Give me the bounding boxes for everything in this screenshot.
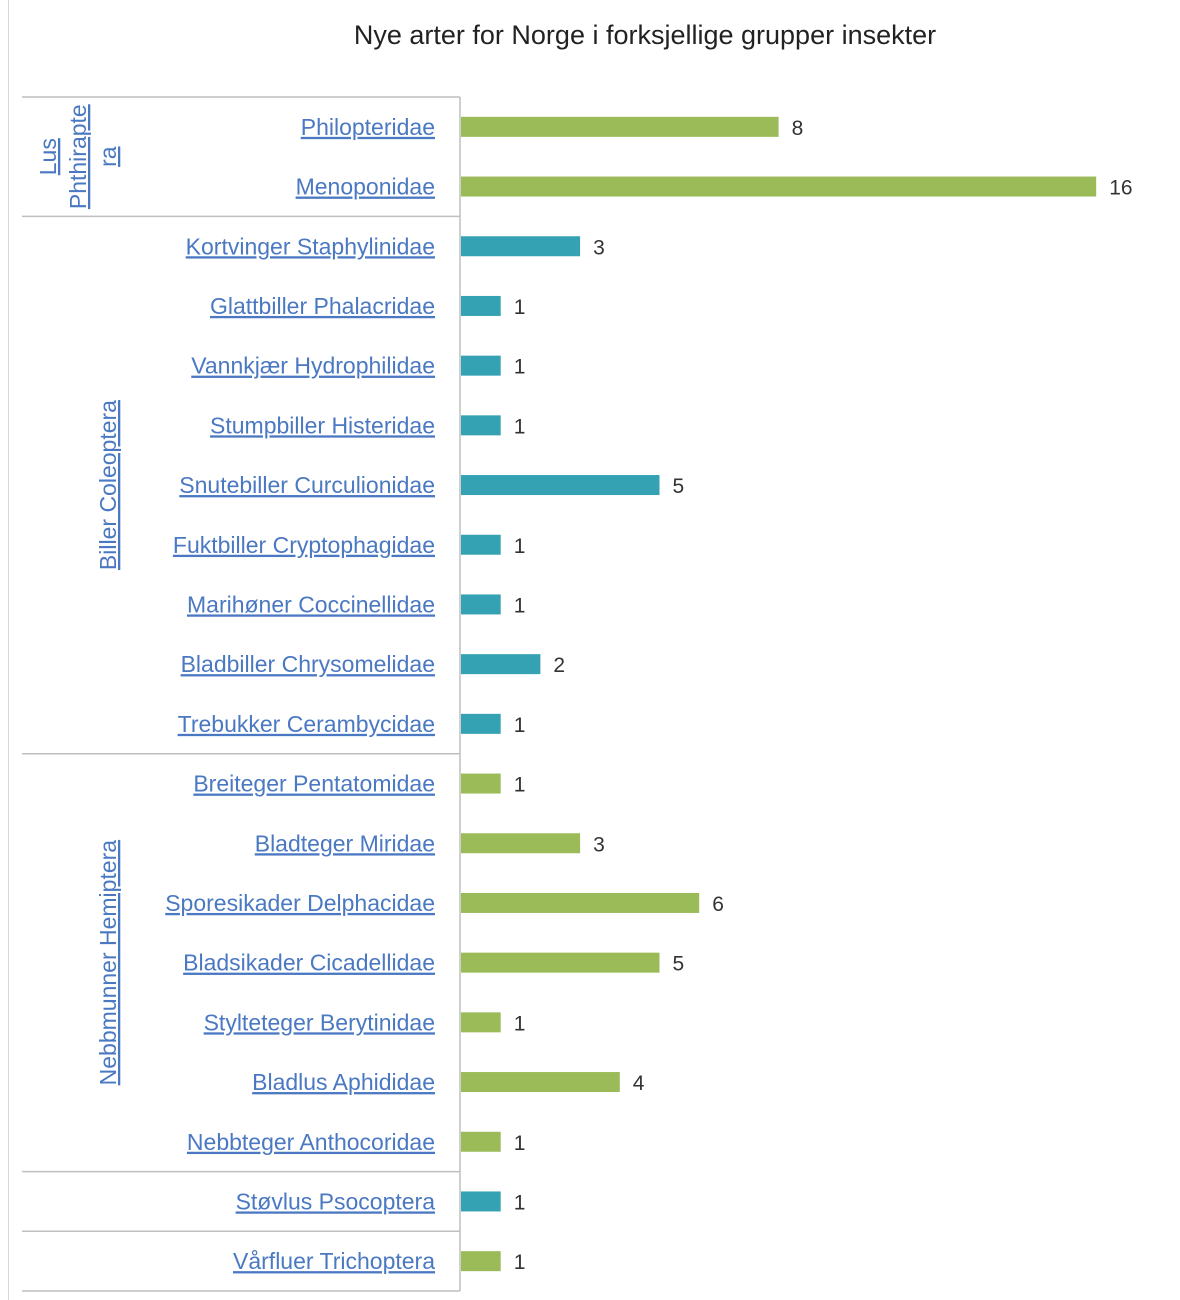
category-label: Nebbteger Anthocoridae <box>187 1129 435 1155</box>
category-label: Kortvinger Staphylinidae <box>186 233 435 259</box>
bar <box>461 594 501 615</box>
category-label: Bladsikader Cicadellidae <box>183 950 435 976</box>
bar <box>461 236 581 257</box>
group-label: Nebbmunner Hemiptera <box>95 840 121 1086</box>
bar <box>461 833 581 854</box>
category-label: Bladteger Miridae <box>255 830 435 856</box>
data-label: 1 <box>514 535 526 558</box>
category-label: Stumpbiller Histeridae <box>210 412 435 438</box>
category-label: Sporesikader Delphacidae <box>165 890 435 916</box>
data-label: 1 <box>514 594 526 617</box>
category-label: Trebukker Cerambycidae <box>178 711 435 737</box>
bar <box>461 892 700 913</box>
data-label: 5 <box>673 475 685 498</box>
left-border-line <box>8 0 9 1300</box>
category-label: Marihøner Coccinellidae <box>187 591 435 617</box>
category-label: Støvlus Psocoptera <box>236 1188 436 1214</box>
group-label: Lus <box>35 138 61 175</box>
data-label: 2 <box>553 654 565 677</box>
data-label: 1 <box>514 356 526 379</box>
chart-title: Nye arter for Norge i forksjellige grupp… <box>354 20 936 50</box>
data-label: 3 <box>593 236 605 259</box>
category-label: Stylteteger Berytinidae <box>204 1009 435 1035</box>
data-label: 1 <box>514 1012 526 1035</box>
bar <box>461 1191 501 1212</box>
category-label: Vannkjær Hydrophilidae <box>191 353 435 379</box>
data-label: 3 <box>593 833 605 856</box>
bar <box>461 713 501 734</box>
category-label: Bladlus Aphididae <box>252 1069 435 1095</box>
bar <box>461 355 501 376</box>
data-label: 1 <box>514 1251 526 1274</box>
bar <box>461 116 779 137</box>
data-label: 1 <box>514 415 526 438</box>
group-label: ra <box>95 146 121 167</box>
data-label: 16 <box>1109 177 1132 200</box>
bar <box>461 654 541 675</box>
category-label: Fuktbiller Cryptophagidae <box>173 532 435 558</box>
category-label: Vårfluer Trichoptera <box>233 1248 435 1274</box>
category-label: Glattbiller Phalacridae <box>210 293 435 319</box>
bar <box>461 1251 501 1272</box>
category-label: Bladbiller Chrysomelidae <box>181 651 435 677</box>
category-label: Philopteridae <box>301 114 435 140</box>
data-label: 1 <box>514 714 526 737</box>
data-label: 1 <box>514 296 526 319</box>
data-label: 8 <box>792 117 804 140</box>
data-label: 1 <box>514 1132 526 1155</box>
bar <box>461 1072 620 1093</box>
data-label: 5 <box>673 953 685 976</box>
bar <box>461 1012 501 1033</box>
data-label: 6 <box>712 893 724 916</box>
bar <box>461 475 660 496</box>
data-label: 1 <box>514 1191 526 1214</box>
data-label: 1 <box>514 774 526 797</box>
data-label: 4 <box>633 1072 645 1095</box>
category-label: Breiteger Pentatomidae <box>193 771 435 797</box>
group-label: Phthirapte <box>65 104 91 209</box>
bar <box>461 773 501 794</box>
bar <box>461 1131 501 1152</box>
bar <box>461 415 501 436</box>
group-label: Biller Coleoptera <box>95 400 121 570</box>
category-label: Menoponidae <box>296 174 435 200</box>
bar <box>461 176 1097 197</box>
bar <box>461 295 501 316</box>
category-label: Snutebiller Curculionidae <box>179 472 435 498</box>
bar <box>461 952 660 973</box>
bar <box>461 534 501 555</box>
